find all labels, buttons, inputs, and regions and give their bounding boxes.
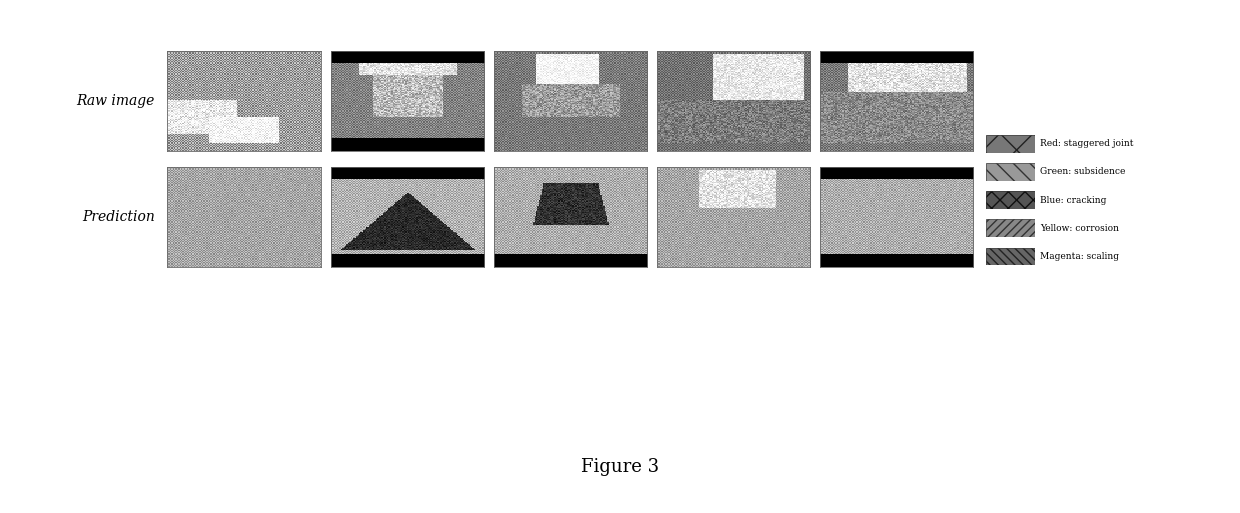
Text: Raw image: Raw image — [77, 94, 155, 108]
Text: Yellow: corrosion: Yellow: corrosion — [1040, 224, 1120, 233]
Text: Blue: cracking: Blue: cracking — [1040, 195, 1107, 205]
Text: Prediction: Prediction — [82, 210, 155, 224]
Text: Magenta: scaling: Magenta: scaling — [1040, 252, 1120, 261]
Text: Figure 3: Figure 3 — [580, 458, 660, 476]
Text: Green: subsidence: Green: subsidence — [1040, 167, 1126, 176]
Text: Red: staggered joint: Red: staggered joint — [1040, 139, 1133, 148]
